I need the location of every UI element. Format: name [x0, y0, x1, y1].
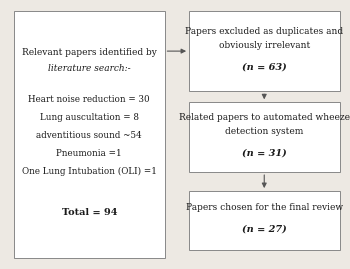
Text: Papers chosen for the final review: Papers chosen for the final review — [186, 203, 343, 212]
Text: Relevant papers identified by: Relevant papers identified by — [22, 48, 157, 57]
Bar — [189, 191, 340, 250]
Text: (n = 27): (n = 27) — [242, 225, 287, 234]
Text: Lung auscultation = 8: Lung auscultation = 8 — [40, 113, 139, 122]
Text: obviously irrelevant: obviously irrelevant — [219, 41, 310, 50]
Text: adventitious sound ~54: adventitious sound ~54 — [36, 131, 142, 140]
Text: Heart noise reduction = 30: Heart noise reduction = 30 — [28, 95, 150, 104]
Text: Papers excluded as duplicates and: Papers excluded as duplicates and — [185, 27, 343, 36]
Bar — [14, 11, 164, 258]
Text: (n = 31): (n = 31) — [242, 148, 287, 157]
Text: Pneumonia =1: Pneumonia =1 — [56, 149, 122, 158]
Bar — [189, 102, 340, 172]
Text: One Lung Intubation (OLI) =1: One Lung Intubation (OLI) =1 — [22, 167, 157, 176]
Text: Related papers to automated wheeze: Related papers to automated wheeze — [179, 113, 350, 122]
Text: literature search:-: literature search:- — [48, 63, 131, 73]
Text: Total = 94: Total = 94 — [62, 208, 117, 217]
Text: detection system: detection system — [225, 127, 303, 136]
Bar — [189, 11, 340, 91]
Text: (n = 63): (n = 63) — [242, 62, 287, 71]
